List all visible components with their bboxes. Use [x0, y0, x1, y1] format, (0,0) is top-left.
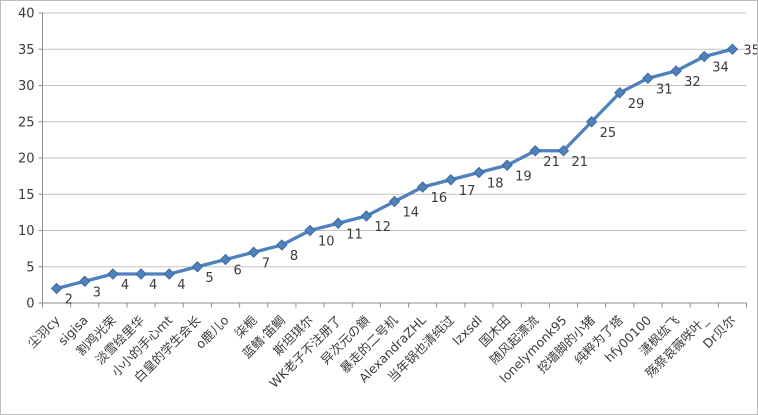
data-label: 34 — [712, 61, 729, 76]
data-label: 32 — [684, 75, 701, 90]
data-point-marker — [698, 50, 710, 63]
y-tick-label: 0 — [26, 297, 34, 312]
data-point-marker — [135, 268, 147, 280]
data-point-marker — [416, 181, 429, 193]
data-label: 29 — [628, 97, 645, 112]
y-tick-label: 35 — [18, 43, 35, 58]
data-label: 4 — [177, 278, 185, 293]
data-label: 3 — [93, 285, 101, 300]
data-label: 21 — [543, 155, 560, 170]
data-label: 4 — [121, 278, 129, 293]
data-label: 35 — [743, 43, 757, 58]
data-point-marker — [332, 217, 344, 229]
data-point-marker — [304, 224, 316, 237]
y-tick-label: 25 — [18, 115, 35, 130]
data-label: 14 — [403, 206, 420, 221]
y-tick-label: 15 — [18, 188, 35, 203]
data-label: 2 — [65, 293, 73, 308]
data-point-marker — [557, 145, 570, 157]
data-point-marker — [219, 253, 232, 266]
data-label: 12 — [374, 220, 391, 235]
data-point-marker — [726, 43, 739, 55]
data-point-marker — [501, 159, 513, 171]
y-tick-label: 30 — [18, 79, 35, 94]
data-point-marker — [529, 145, 542, 157]
data-point-marker — [360, 210, 373, 222]
y-tick-label: 5 — [26, 260, 34, 275]
data-point-marker — [445, 174, 457, 186]
data-label: 6 — [234, 264, 242, 279]
data-point-marker — [247, 246, 260, 258]
data-label: 18 — [487, 177, 504, 192]
data-label: 11 — [346, 227, 363, 242]
data-label: 25 — [600, 126, 617, 141]
data-point-marker — [107, 268, 119, 280]
data-label: 31 — [656, 82, 673, 97]
data-point-marker — [585, 116, 598, 128]
data-point-marker — [670, 65, 682, 77]
data-point-marker — [191, 261, 204, 273]
y-tick-label: 10 — [18, 224, 35, 239]
data-label: 8 — [290, 249, 298, 264]
data-point-marker — [614, 87, 626, 99]
y-tick-label: 20 — [18, 152, 35, 167]
data-label: 19 — [515, 169, 532, 184]
data-label: 16 — [431, 191, 448, 206]
data-label: 17 — [459, 184, 476, 199]
data-point-marker — [388, 195, 401, 208]
data-point-marker — [276, 239, 288, 251]
y-tick-label: 40 — [18, 7, 35, 22]
data-point-marker — [79, 275, 91, 287]
data-label: 21 — [571, 155, 588, 170]
data-point-marker — [642, 72, 654, 84]
x-category-label: 尘羽cy — [24, 312, 63, 351]
data-label: 7 — [262, 256, 270, 271]
data-label: 10 — [318, 235, 335, 250]
data-label: 4 — [149, 278, 157, 293]
data-point-marker — [50, 282, 63, 295]
x-category-label: Dr贝尔 — [700, 313, 739, 352]
data-point-marker — [473, 166, 485, 179]
data-point-marker — [163, 268, 175, 280]
data-label: 5 — [205, 271, 213, 286]
